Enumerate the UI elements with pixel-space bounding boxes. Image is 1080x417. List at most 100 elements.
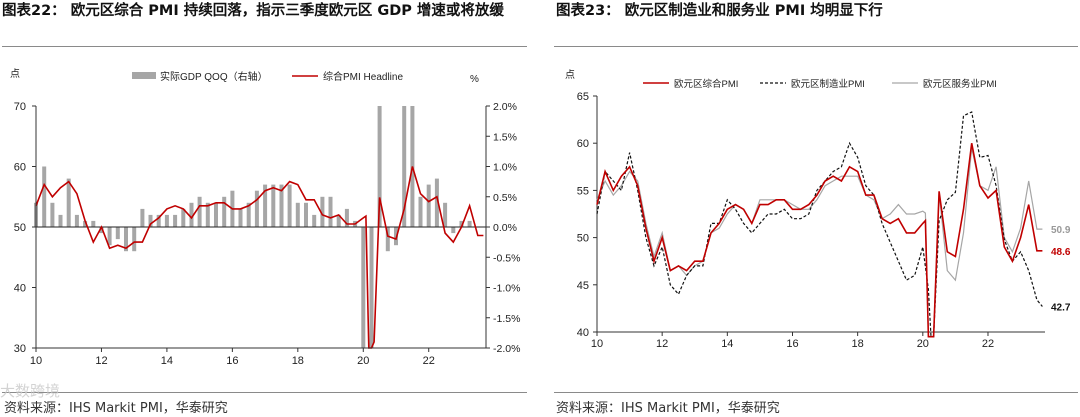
title-divider-left [2,46,527,47]
gdp-bar [328,196,333,228]
source-divider-left [2,392,527,393]
x-tick-label: 18 [292,355,304,367]
gdp-bar [222,196,227,228]
composite-pmi-line [596,143,1043,338]
gdp-bar [271,184,276,227]
y-tick-label: 60 [577,138,589,150]
gdp-bar [66,178,71,227]
gdp-bar [295,202,300,227]
right-tick-label: 0.0% [493,222,517,234]
right-tick-label: -1.0% [493,283,520,295]
legend-label-0: 欧元区综合PMI [674,78,738,90]
gdp-bar [173,214,178,227]
gdp-bar [434,178,439,227]
x-tick-label: 10 [591,338,603,350]
gdp-bar [83,220,88,227]
gdp-bar [246,202,251,227]
gdp-bar [263,184,268,227]
gdp-bar [115,227,120,240]
x-tick-label: 16 [786,338,798,350]
right-tick-label: -0.5% [493,252,520,264]
figure-23-title: 图表23： 欧元区制造业和服务业 PMI 均明显下行 [556,3,883,19]
gdp-bar [148,214,153,227]
x-tick-label: 20 [357,355,369,367]
gdp-bar [50,202,55,227]
x-tick-label: 14 [161,355,173,367]
manufacturing-pmi-line [596,111,1043,338]
x-tick-label: 16 [226,355,238,367]
left-tick-label: 70 [14,101,26,113]
right-tick-label: 0.5% [493,192,517,204]
end-value-label: 42.7 [1051,303,1071,314]
gdp-bar [279,184,284,227]
y-unit-label: 点 [565,69,575,81]
left-tick-label: 30 [14,343,26,355]
source-note-left: 资料来源：IHS Markit PMI，华泰研究 [4,401,228,416]
source-note-right: 资料来源：IHS Markit PMI，华泰研究 [556,401,780,416]
legend-label-1: 欧元区制造业PMI [791,78,865,90]
y-tick-label: 65 [577,91,589,103]
right-tick-label: -1.5% [493,313,520,325]
gdp-bar [107,227,112,246]
legend-pmi-label: 综合PMI Headline [323,70,403,83]
gdp-bar [214,202,218,227]
gdp-bar [336,214,341,227]
x-tick-label: 12 [95,355,107,367]
figure-22-title: 图表22： 欧元区综合 PMI 持续回落，指示三季度欧元区 GDP 增速或将放缓 [2,3,504,19]
pmi-breakdown-chart: 40 45 50 55 60 65 10 12 14 16 18 20 22 50.9 48.6 42.7 点欧… [565,69,1071,350]
gdp-bar [132,227,137,252]
gdp-bar [287,184,292,227]
gdp-bar [205,202,210,227]
gdp-bar [361,227,366,348]
right-tick-label: 2.0% [493,101,517,113]
gdp-bar [254,190,259,227]
legend-label-2: 欧元区服务业PMI [923,78,997,90]
right-unit-label: % [470,74,479,85]
title-divider-right [554,46,1078,47]
right-tick-label: 1.0% [493,162,517,174]
right-tick-label: 1.5% [493,131,517,143]
watermark-logo: 大数跨境 [0,382,61,400]
right-tick-label: -2.0% [493,343,520,355]
gdp-bar [304,202,308,227]
gdp-bar [320,196,325,228]
legend-gdp-label: 实际GDP QOQ（右轴） [160,70,268,83]
legend-gdp-swatch [132,72,156,79]
y-tick-label: 40 [577,327,589,339]
gdp-bar [164,214,169,227]
x-tick-label: 22 [423,355,435,367]
gdp-bar [140,208,145,227]
gdp-bar [74,214,79,227]
gdp-bar [418,196,423,228]
gdp-bar [467,220,472,227]
gdp-bar [42,166,47,227]
source-divider-right [554,392,1078,393]
y-tick-label: 45 [577,280,589,292]
gdp-bar [189,202,194,227]
gdp-bar [156,214,161,227]
x-tick-label: 12 [656,338,668,350]
end-value-label: 50.9 [1051,225,1071,236]
x-tick-label: 10 [30,355,42,367]
gdp-bar [377,106,382,227]
x-tick-label: 20 [917,338,929,350]
gdp-bar [459,220,464,227]
x-tick-label: 22 [982,338,994,350]
gdp-bar [402,106,407,227]
y-tick-label: 50 [577,233,589,245]
left-unit-label: 点 [10,68,20,80]
x-tick-label: 14 [721,338,733,350]
left-tick-label: 50 [14,222,26,234]
gdp-bar [426,184,431,227]
gdp-bar [312,214,317,227]
x-tick-label: 18 [852,338,864,350]
y-tick-label: 55 [577,185,589,197]
left-tick-label: 60 [14,162,26,174]
gdp-bar [344,208,349,227]
composite-pmi-line [35,166,484,349]
gdp-bar [451,227,456,234]
gdp-bar [124,227,128,252]
gdp-bar [238,208,243,227]
left-tick-label: 40 [14,283,26,295]
gdp-bar [99,227,104,234]
